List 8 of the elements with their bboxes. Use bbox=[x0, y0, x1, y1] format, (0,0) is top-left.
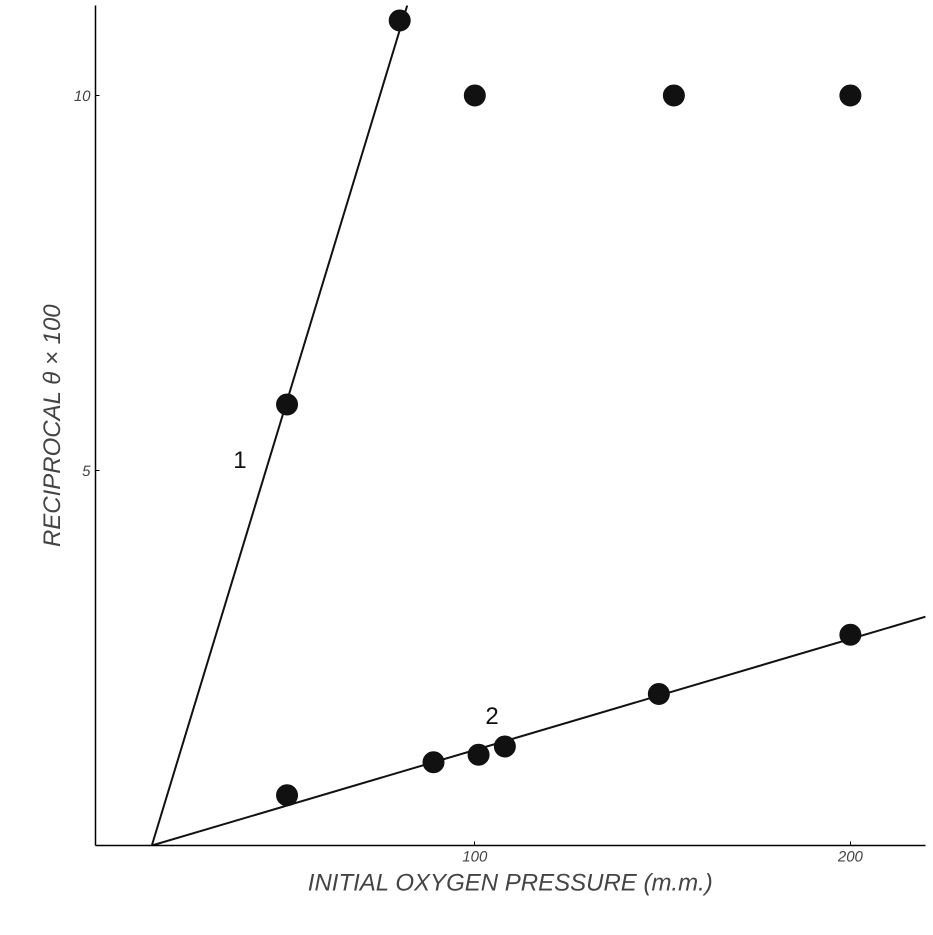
y-axis-title: RECIPROCAL θ × 100 bbox=[38, 304, 66, 548]
x-tick-label: 200 bbox=[836, 848, 864, 866]
y-tick-label: 10 bbox=[74, 88, 92, 105]
series-label: 1 bbox=[233, 446, 247, 474]
x-tick-label: 100 bbox=[462, 848, 488, 866]
series-label: 2 bbox=[485, 703, 499, 730]
y-tick-label: 5 bbox=[82, 463, 92, 480]
x-axis-title: INITIAL OXYGEN PRESSURE (m.m.) bbox=[308, 870, 713, 896]
